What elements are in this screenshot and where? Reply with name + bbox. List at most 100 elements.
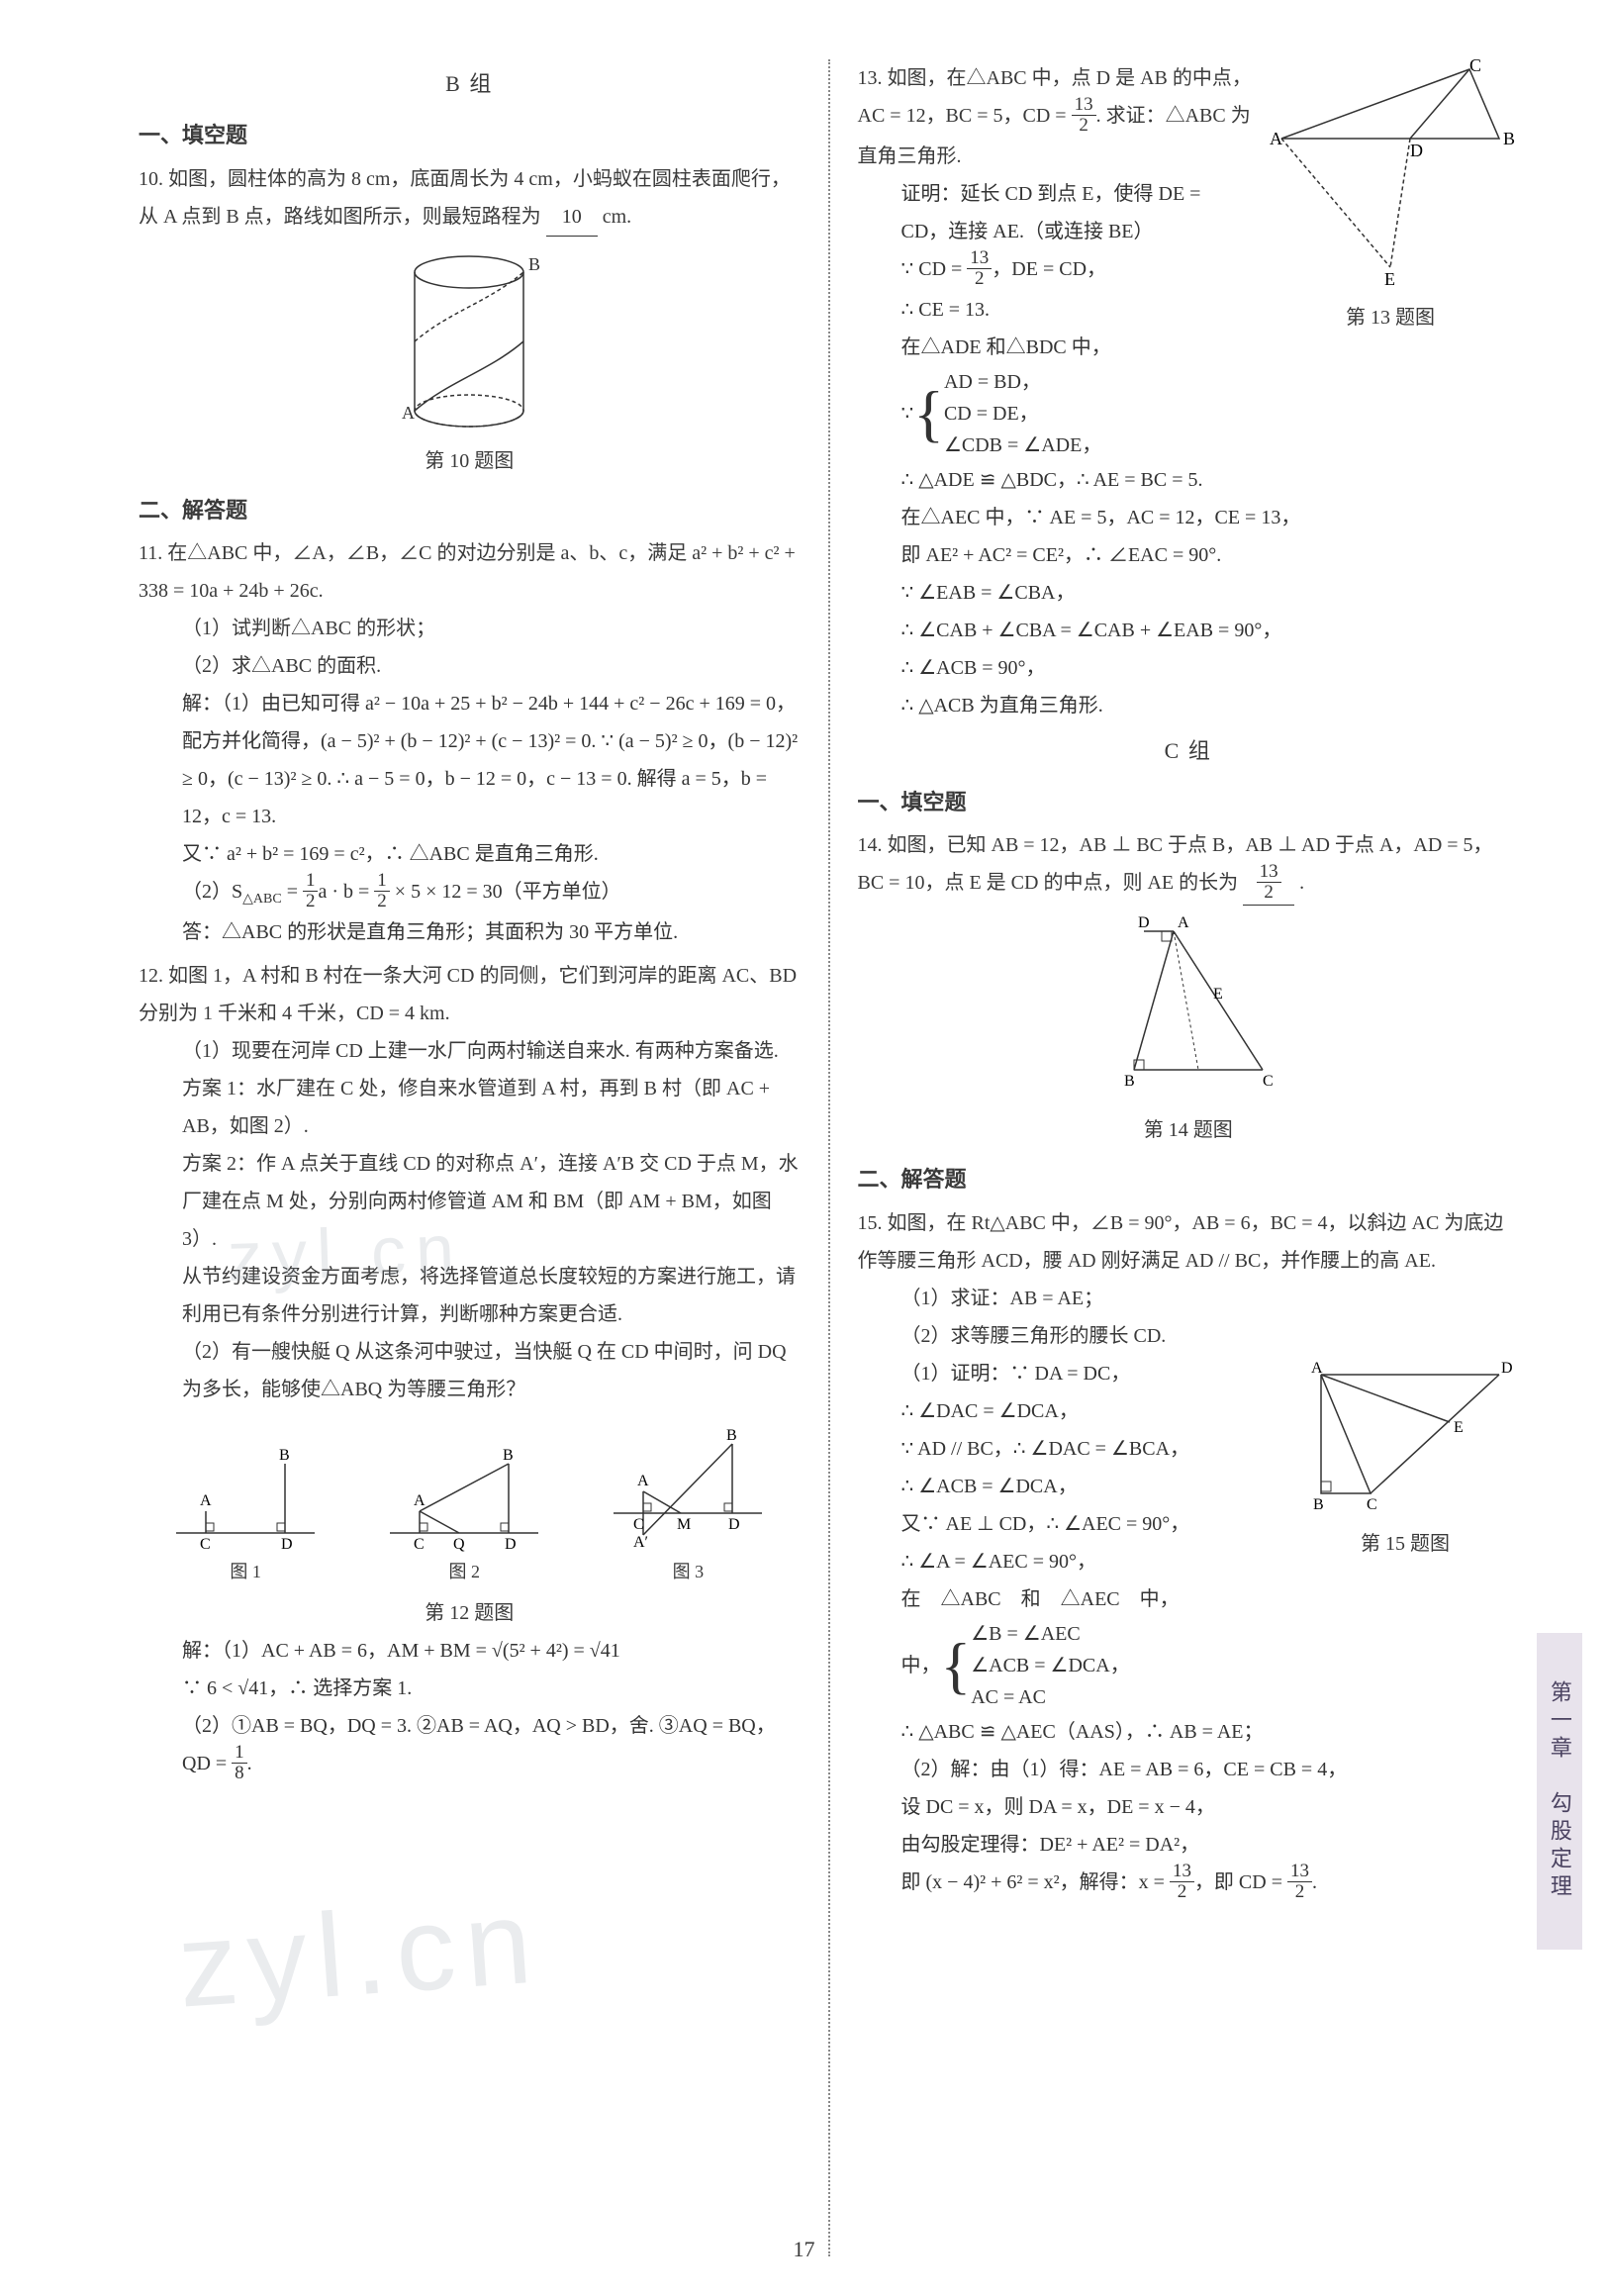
svg-text:D: D [1501, 1360, 1513, 1377]
figure-10: A B 第 10 题图 [139, 242, 801, 480]
q15-s13: 即 (x − 4)² + 6² = x²，解得：x = 132，即 CD = 1… [858, 1864, 1520, 1904]
section-solve-heading-right: 二、解答题 [858, 1159, 1520, 1200]
q13-s12: ∴ △ACB 为直角三角形. [858, 687, 1520, 724]
problem-15: 15. 如图，在 Rt△ABC 中，∠B = 90°，AB = 6，BC = 4… [858, 1204, 1520, 1904]
svg-text:B: B [1503, 129, 1515, 148]
problem-13: A B C D E 第 13 题图 13. 如图，在△ABC 中，点 D 是 A… [858, 59, 1520, 724]
q15-s8a: ∠B = ∠AEC [971, 1623, 1080, 1645]
column-divider [828, 59, 830, 2256]
q11-sol2: 又∵ a² + b² = 169 = c²，∴ △ABC 是直角三角形. [139, 835, 801, 873]
svg-text:A: A [637, 1473, 649, 1489]
svg-text:C: C [633, 1516, 644, 1533]
q12-sol1a: 解：（1）AC + AB = 6，AM + BM = √(5² + 4²) = … [139, 1632, 801, 1670]
q11-sol3c: = [282, 881, 303, 903]
svg-text:B: B [726, 1427, 737, 1444]
svg-text:C: C [414, 1536, 425, 1553]
q11-sol3e: × 5 × 12 = 30（平方单位） [390, 881, 621, 903]
svg-text:B: B [528, 254, 540, 274]
q14-answer: 132 [1243, 864, 1294, 906]
svg-text:D: D [505, 1536, 517, 1553]
q12-p1a: （1）现要在河岸 CD 上建一水厂向两村输送自来水. 有两种方案备选. [139, 1032, 801, 1070]
q12-p1d: 从节约建设资金方面考虑，将选择管道总长度较短的方案进行施工，请利用已有条件分别进… [139, 1258, 801, 1333]
q12-sol1b: ∵ 6 < √41，∴ 选择方案 1. [139, 1670, 801, 1707]
svg-text:M: M [677, 1516, 691, 1533]
q12-p2: （2）有一艘快艇 Q 从这条河中驶过，当快艇 Q 在 CD 中间时，问 DQ 为… [139, 1333, 801, 1408]
q15-s13c: . [1312, 1871, 1317, 1893]
section-solve-heading-left: 二、解答题 [139, 490, 801, 531]
q12-sol2b: . [247, 1753, 252, 1774]
q13-s7: 在△AEC 中，∵ AE = 5，AC = 12，CE = 13， [858, 499, 1520, 536]
q12-p1b: 方案 1：水厂建在 C 处，修自来水管道到 A 村，再到 B 村（即 AC + … [139, 1070, 801, 1145]
q14-stem: 14. 如图，已知 AB = 12，AB ⊥ BC 于点 B，AB ⊥ AD 于… [858, 834, 1493, 894]
fig1-cap: 图 1 [166, 1555, 325, 1588]
problem-12: 12. 如图 1，A 村和 B 村在一条大河 CD 的同侧，它们到河岸的距离 A… [139, 957, 801, 1785]
group-c-label: C 组 [858, 730, 1520, 772]
svg-text:A: A [402, 403, 415, 423]
q13-s5a: AD = BD， [944, 371, 1041, 393]
q15-s7: 在 △ABC 和 △AEC 中， [858, 1580, 1520, 1618]
q15-stem: 15. 如图，在 Rt△ABC 中，∠B = 90°，AB = 6，BC = 4… [858, 1204, 1520, 1280]
q13-s9: ∵ ∠EAB = ∠CBA， [858, 574, 1520, 612]
svg-text:C: C [200, 1536, 211, 1553]
section-fill-heading-right: 一、填空题 [858, 782, 1520, 823]
svg-text:A: A [1311, 1360, 1323, 1377]
q12-stem: 12. 如图 1，A 村和 B 村在一条大河 CD 的同侧，它们到河岸的距离 A… [139, 957, 801, 1032]
q13-s8: 即 AE² + AC² = CE²，∴ ∠EAC = 90°. [858, 536, 1520, 574]
figure-13-caption: 第 13 题图 [1262, 299, 1519, 336]
group-b-label: B 组 [139, 63, 801, 105]
figure-12-row: A B C D 图 1 [139, 1414, 801, 1588]
q13-s11: ∴ ∠ACB = 90°， [858, 649, 1520, 687]
svg-text:C: C [1367, 1496, 1377, 1513]
problem-10: 10. 如图，圆柱体的高为 8 cm，底面周长为 4 cm，小蚂蚁在圆柱表面爬行… [139, 160, 801, 237]
q10-text-b: cm. [603, 206, 631, 228]
q13-s5b: CD = DE， [944, 403, 1039, 425]
svg-text:E: E [1384, 269, 1395, 289]
q13-s6: ∴ △ADE ≌ △BDC，∴ AE = BC = 5. [858, 461, 1520, 499]
q15-s13b: ，即 CD = [1194, 1871, 1287, 1893]
svg-text:Q: Q [453, 1536, 465, 1553]
q11-sol3d: a · b = [318, 881, 374, 903]
q13-s2b: ，DE = CD， [992, 258, 1106, 280]
problem-14: 14. 如图，已知 AB = 12，AB ⊥ BC 于点 B，AB ⊥ AD 于… [858, 826, 1520, 906]
figure-14: D A E B C 第 14 题图 [858, 911, 1520, 1149]
side-tab-line1: 第一章 [1548, 1680, 1572, 1764]
svg-text:C: C [1469, 59, 1481, 75]
svg-text:E: E [1213, 986, 1223, 1003]
figure-12-caption: 第 12 题图 [139, 1594, 801, 1632]
figure-15: B C A D E 第 15 题图 [1291, 1355, 1519, 1563]
fig2-cap: 图 2 [380, 1555, 548, 1588]
q15-p1: （1）求证：AB = AE； [858, 1280, 1520, 1317]
svg-text:B: B [279, 1447, 290, 1464]
svg-text:D: D [728, 1516, 740, 1533]
figure-13: A B C D E 第 13 题图 [1262, 59, 1519, 336]
q12-sol2: （2）①AB = BQ，DQ = 3. ②AB = AQ，AQ > BD，舍. … [139, 1707, 801, 1785]
q15-s8c: AC = AC [971, 1686, 1046, 1708]
svg-text:E: E [1454, 1419, 1464, 1436]
q13-s10: ∴ ∠CAB + ∠CBA = ∠CAB + ∠EAB = 90°， [858, 612, 1520, 649]
q15-s10: （2）解：由（1）得：AE = AB = 6，CE = CB = 4， [858, 1751, 1520, 1788]
q15-s13a: 即 (x − 4)² + 6² = x²，解得：x = [901, 1871, 1170, 1893]
chapter-side-tab: 第一章 勾股定理 [1537, 1633, 1582, 1950]
svg-text:D: D [281, 1536, 293, 1553]
q13-s2a: ∵ CD = [901, 258, 968, 280]
q14-period: . [1299, 872, 1304, 894]
svg-text:B: B [1124, 1073, 1135, 1090]
svg-text:A: A [200, 1492, 212, 1509]
q10-text-a: 10. 如图，圆柱体的高为 8 cm，底面周长为 4 cm，小蚂蚁在圆柱表面爬行… [139, 168, 791, 228]
problem-11: 11. 在△ABC 中，∠A，∠B，∠C 的对边分别是 a、b、c，满足 a² … [139, 534, 801, 951]
q15-s9: ∴ △ABC ≌ △AEC（AAS），∴ AB = AE； [858, 1713, 1520, 1751]
q10-answer: 10 [546, 198, 598, 237]
q12-p1c: 方案 2：作 A 点关于直线 CD 的对称点 A′，连接 A′B 交 CD 于点… [139, 1145, 801, 1258]
figure-15-caption: 第 15 题图 [1291, 1525, 1519, 1563]
side-tab-line2: 勾股定理 [1548, 1791, 1572, 1902]
svg-text:A′: A′ [633, 1534, 648, 1551]
svg-text:B: B [503, 1447, 514, 1464]
figure-14-caption: 第 14 题图 [858, 1111, 1520, 1149]
fig3-cap: 图 3 [604, 1555, 772, 1588]
q13-s5: ∵ { AD = BD， CD = DE， ∠CDB = ∠ADE， [858, 366, 1102, 461]
q15-s8: 中，{ ∠B = ∠AEC ∠ACB = ∠DCA， AC = AC [858, 1618, 1130, 1713]
section-fill-heading-left: 一、填空题 [139, 115, 801, 156]
q11-part2: （2）求△ABC 的面积. [139, 647, 801, 685]
page-number: 17 [0, 2229, 1608, 2270]
figure-10-caption: 第 10 题图 [139, 442, 801, 480]
